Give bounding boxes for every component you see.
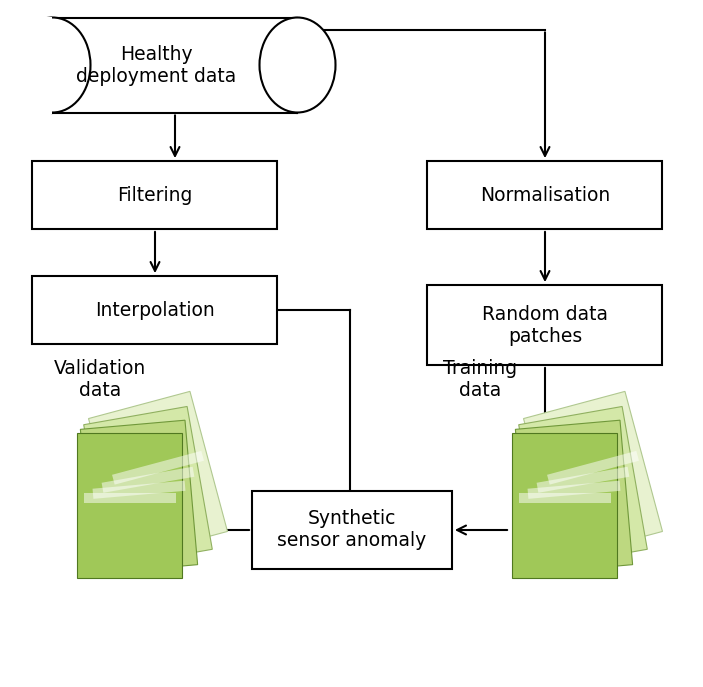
Ellipse shape [259,17,335,113]
Polygon shape [524,392,662,559]
Polygon shape [80,420,198,574]
Polygon shape [77,433,183,578]
Polygon shape [102,466,194,493]
Polygon shape [84,493,176,503]
Ellipse shape [15,17,91,113]
Bar [427,161,662,229]
Text: Synthetic
sensor anomaly: Synthetic sensor anomaly [278,510,427,550]
Bar [32,161,278,229]
Polygon shape [93,481,186,499]
Bar [427,285,662,365]
Polygon shape [536,466,629,493]
Polygon shape [512,433,617,578]
Bar [13,16,53,113]
Text: Healthy
deployment data: Healthy deployment data [76,45,236,85]
Text: Interpolation: Interpolation [95,300,215,319]
Bar [252,491,452,569]
Polygon shape [547,451,639,484]
Polygon shape [112,451,204,484]
Text: Filtering: Filtering [117,185,193,205]
Polygon shape [519,407,647,567]
Polygon shape [84,407,212,567]
Polygon shape [527,481,621,499]
Polygon shape [515,420,633,574]
Text: Random data
patches: Random data patches [482,304,608,346]
Text: Normalisation: Normalisation [480,185,610,205]
Bar [32,276,278,344]
Text: Validation
data: Validation data [54,359,146,400]
Bar [53,17,297,113]
Text: Training
data: Training data [443,359,517,400]
Polygon shape [519,493,611,503]
Polygon shape [89,392,228,559]
